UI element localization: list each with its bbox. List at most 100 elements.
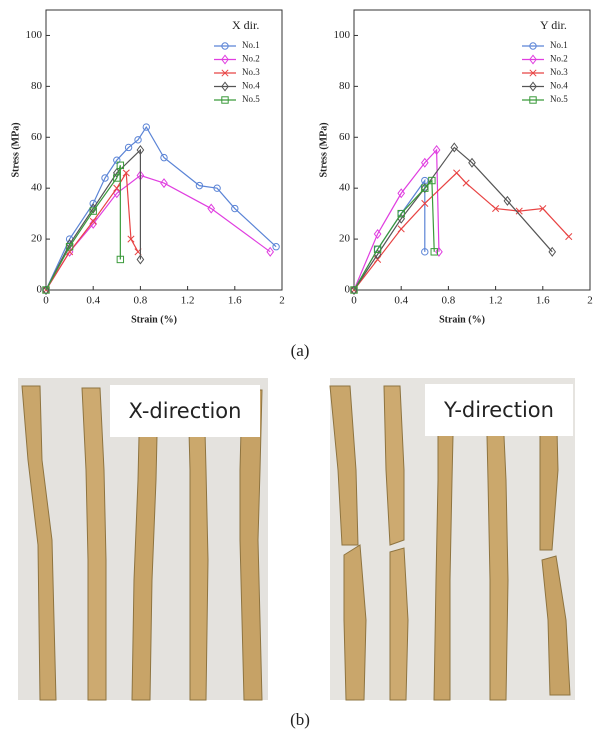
marker (136, 254, 145, 265)
y-tick-label: 80 (339, 80, 351, 92)
y-tick-label: 80 (31, 80, 43, 92)
marker (42, 284, 50, 296)
legend-label: No.4 (242, 81, 260, 91)
marker (350, 286, 358, 294)
specimen (329, 385, 359, 546)
x-tick-label: 1.2 (489, 295, 503, 307)
legend-label: No.5 (242, 94, 260, 104)
marker (450, 142, 459, 153)
label-box (110, 385, 260, 437)
marker (221, 96, 229, 104)
label-box (425, 384, 573, 436)
series-line (353, 146, 553, 291)
caption: (a) (291, 341, 310, 360)
marker (89, 218, 98, 229)
legend-label: No.4 (550, 81, 568, 91)
x-axis-label: Strain (%) (131, 314, 177, 325)
marker (89, 217, 97, 225)
marker (116, 255, 125, 264)
x-tick-label: 0.4 (86, 295, 100, 307)
legend-label: No.5 (550, 94, 568, 104)
specimen (343, 544, 367, 701)
marker (529, 81, 537, 92)
marker (134, 136, 142, 144)
marker (397, 188, 406, 199)
marker (113, 184, 121, 192)
x-tick-label: 1.6 (228, 295, 242, 307)
y-tick-label: 40 (339, 182, 351, 194)
x-tick-label: 0.8 (134, 295, 148, 307)
x-tick-label: 0.4 (394, 295, 408, 307)
marker (221, 54, 229, 65)
x-tick-label: 1.6 (536, 295, 550, 307)
x-tick-label: 2 (279, 295, 285, 307)
marker (136, 144, 145, 156)
marker (160, 178, 168, 189)
marker (350, 284, 358, 296)
marker (373, 228, 382, 240)
marker (195, 181, 204, 190)
marker (221, 42, 229, 50)
photo-y: Y-direction (329, 378, 575, 701)
plot-frame (353, 9, 591, 291)
y-axis-label: Stress (MPa) (318, 122, 329, 177)
marker (207, 203, 216, 214)
legend-label: No.3 (550, 67, 568, 77)
marker (462, 179, 470, 187)
marker (266, 246, 275, 257)
marker (65, 243, 74, 251)
marker (421, 199, 429, 208)
marker (529, 96, 537, 104)
marker (420, 183, 429, 194)
marker (221, 69, 229, 77)
plot-frame (45, 9, 283, 291)
series-line (45, 174, 271, 291)
specimen (81, 387, 107, 701)
y-tick-label: 60 (339, 131, 351, 143)
marker (468, 157, 476, 168)
marker (565, 232, 573, 241)
series-line (45, 125, 277, 291)
marker (529, 42, 537, 50)
marker (428, 176, 436, 185)
specimen (239, 389, 263, 701)
marker (492, 204, 500, 213)
marker (397, 225, 405, 233)
marker (421, 248, 429, 256)
marker (142, 123, 151, 131)
marker (124, 143, 133, 152)
x-axis-label: Strain (%) (439, 314, 485, 325)
marker (101, 174, 109, 182)
y-tick-label: 100 (334, 29, 351, 41)
photo-x: X-direction (18, 378, 268, 701)
y-tick-label: 20 (339, 233, 351, 245)
series-line (353, 148, 440, 291)
marker (89, 207, 97, 215)
marker (420, 157, 429, 168)
caption: (b) (290, 710, 310, 729)
marker (373, 245, 382, 253)
marker (272, 243, 280, 251)
y-tick-label: 0 (37, 284, 43, 296)
legend-title: Y dir. (540, 18, 567, 32)
y-tick-label: 20 (31, 233, 43, 245)
marker (160, 153, 168, 162)
photo-label: X-direction (129, 399, 242, 423)
marker (231, 204, 239, 213)
y-axis-label: Stress (MPa) (10, 122, 21, 177)
y-tick-label: 40 (31, 182, 43, 194)
legend-label: No.2 (550, 54, 568, 64)
marker (503, 195, 512, 206)
marker (113, 174, 121, 182)
x-tick-label: 0 (43, 295, 49, 307)
specimen (21, 385, 57, 701)
marker (42, 286, 50, 294)
y-tick-label: 0 (345, 284, 351, 296)
marker (116, 161, 125, 169)
marker (397, 209, 405, 218)
series-line (353, 179, 435, 291)
y-tick-label: 60 (31, 131, 43, 143)
marker (213, 184, 221, 192)
